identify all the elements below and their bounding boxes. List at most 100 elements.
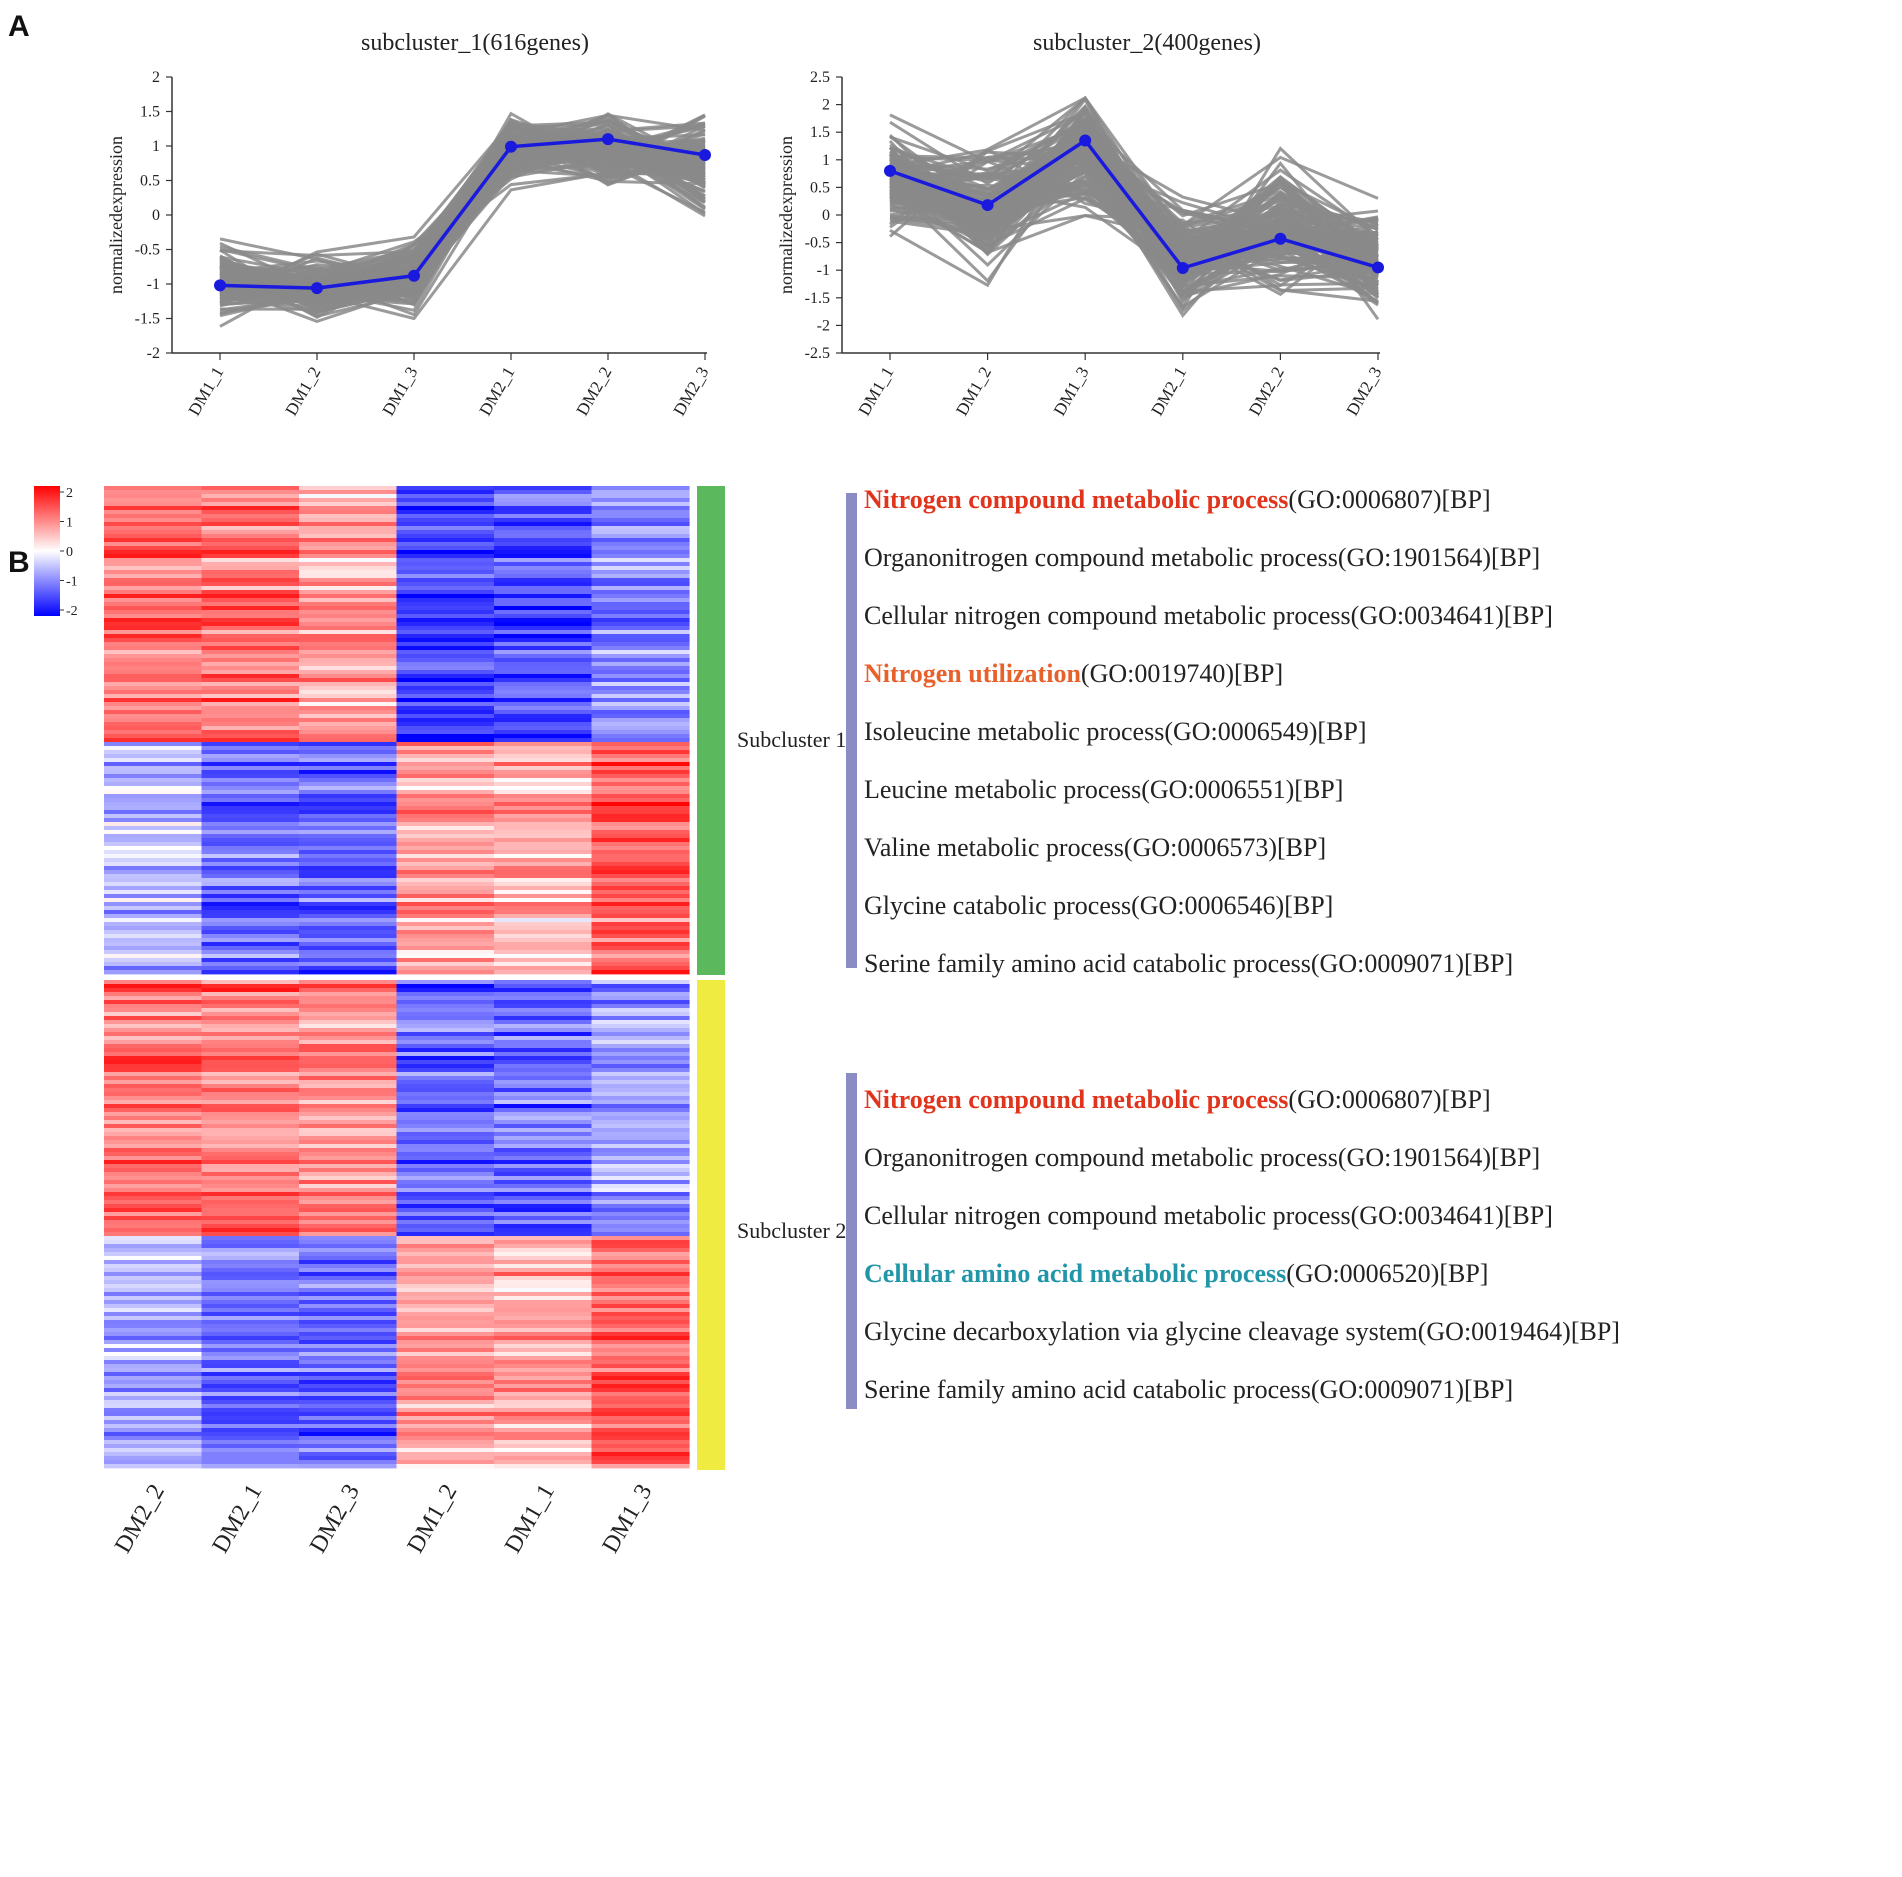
heatmap-cell bbox=[396, 1040, 495, 1045]
heatmap-cell bbox=[494, 1280, 593, 1285]
heatmap-cell bbox=[396, 814, 495, 819]
heatmap-cell bbox=[494, 910, 593, 915]
heatmap-cell bbox=[104, 946, 203, 951]
heatmap-cell bbox=[396, 626, 495, 631]
heatmap-cell bbox=[396, 646, 495, 651]
heatmap-cell bbox=[104, 890, 203, 895]
heatmap-cell bbox=[201, 606, 300, 611]
heatmap-cell bbox=[201, 718, 300, 723]
heatmap-cell bbox=[104, 902, 203, 907]
heatmap-cell bbox=[494, 1380, 593, 1385]
heatmap-cell bbox=[104, 1376, 203, 1381]
heatmap-cell bbox=[396, 1120, 495, 1125]
heatmap-cell bbox=[299, 822, 398, 827]
heatmap-cell bbox=[299, 906, 398, 911]
mean-point-dm2-3 bbox=[699, 148, 711, 161]
heatmap-cell bbox=[494, 1432, 593, 1437]
heatmap-cell bbox=[104, 1412, 203, 1417]
heatmap-cell bbox=[591, 1052, 690, 1057]
heatmap-cell bbox=[104, 602, 203, 607]
heatmap-cell bbox=[201, 1368, 300, 1373]
heatmap-cell bbox=[591, 1424, 690, 1429]
go-term-highlight: Nitrogen compound metabolic process bbox=[864, 1085, 1288, 1114]
heatmap-cell bbox=[104, 1048, 203, 1053]
heatmap-cell bbox=[494, 906, 593, 911]
heatmap-cell bbox=[201, 542, 300, 547]
heatmap-cell bbox=[494, 1356, 593, 1361]
heatmap-cell bbox=[494, 1256, 593, 1261]
heatmap-cell bbox=[104, 694, 203, 699]
heatmap-cell bbox=[494, 1300, 593, 1305]
heatmap-cell bbox=[591, 1320, 690, 1325]
heatmap-cell bbox=[299, 1284, 398, 1289]
heatmap-cell bbox=[591, 730, 690, 735]
heatmap-cell bbox=[104, 1256, 203, 1261]
heatmap-cell bbox=[299, 1232, 398, 1237]
heatmap-cell bbox=[299, 718, 398, 723]
heatmap-cell bbox=[591, 1404, 690, 1409]
heatmap-cell bbox=[201, 1324, 300, 1329]
heatmap-cell bbox=[591, 634, 690, 639]
heatmap-cell bbox=[396, 1372, 495, 1377]
heatmap-cell bbox=[396, 846, 495, 851]
heatmap-cell bbox=[591, 890, 690, 895]
heatmap-cell bbox=[396, 1232, 495, 1237]
heatmap-cell bbox=[104, 698, 203, 703]
heatmap-cell bbox=[396, 1272, 495, 1277]
heatmap-cell bbox=[396, 1076, 495, 1081]
heatmap-cell bbox=[201, 1120, 300, 1125]
mean-point-dm1-3 bbox=[408, 269, 420, 282]
heatmap-cell bbox=[104, 1000, 203, 1005]
heatmap-cell bbox=[104, 878, 203, 883]
heatmap-cell bbox=[201, 1320, 300, 1325]
heatmap-cell bbox=[494, 1144, 593, 1149]
heatmap-cell bbox=[201, 970, 300, 975]
heatmap-cell bbox=[104, 1056, 203, 1061]
heatmap-cell bbox=[299, 1256, 398, 1261]
heatmap-cell bbox=[299, 1320, 398, 1325]
heatmap-cell bbox=[494, 1456, 593, 1461]
heatmap-cell bbox=[299, 1372, 398, 1377]
heatmap-cell bbox=[104, 746, 203, 751]
heatmap-cell bbox=[299, 586, 398, 591]
heatmap-cell bbox=[104, 1392, 203, 1397]
heatmap-cell bbox=[396, 1308, 495, 1313]
heatmap-cell bbox=[104, 826, 203, 831]
heatmap-cell bbox=[201, 798, 300, 803]
heatmap-cell bbox=[104, 522, 203, 527]
heatmap-cell bbox=[396, 950, 495, 955]
heatmap-cell bbox=[201, 734, 300, 739]
heatmap-cell bbox=[201, 854, 300, 859]
heatmap-cell bbox=[591, 1020, 690, 1025]
heatmap-cell bbox=[201, 1104, 300, 1109]
heatmap-cell bbox=[494, 790, 593, 795]
heatmap-cell bbox=[494, 602, 593, 607]
heatmap-cell bbox=[396, 1020, 495, 1025]
heatmap-cell bbox=[299, 790, 398, 795]
heatmap-cell bbox=[299, 870, 398, 875]
heatmap-cell bbox=[201, 790, 300, 795]
heatmap-cell bbox=[396, 1000, 495, 1005]
heatmap-cell bbox=[299, 914, 398, 919]
heatmap-cell bbox=[396, 1428, 495, 1433]
heatmap-cell bbox=[396, 914, 495, 919]
heatmap-cell bbox=[201, 1084, 300, 1089]
heatmap-cell bbox=[201, 830, 300, 835]
heatmap-cell bbox=[201, 750, 300, 755]
heatmap-cell bbox=[396, 658, 495, 663]
heatmap-cell bbox=[591, 1244, 690, 1249]
heatmap-cell bbox=[104, 1368, 203, 1373]
heatmap-cell bbox=[396, 1320, 495, 1325]
heatmap-cell bbox=[299, 910, 398, 915]
heatmap-cell bbox=[201, 1048, 300, 1053]
heatmap-cell bbox=[591, 1080, 690, 1085]
heatmap-cell bbox=[201, 1220, 300, 1225]
heatmap-cell bbox=[494, 958, 593, 963]
heatmap-cell bbox=[299, 1156, 398, 1161]
heatmap-cell bbox=[396, 1184, 495, 1189]
heatmap-cell bbox=[299, 1000, 398, 1005]
heatmap-cell bbox=[396, 1344, 495, 1349]
heatmap-cell bbox=[396, 898, 495, 903]
heatmap-cell bbox=[494, 514, 593, 519]
heatmap-cell bbox=[494, 1284, 593, 1289]
